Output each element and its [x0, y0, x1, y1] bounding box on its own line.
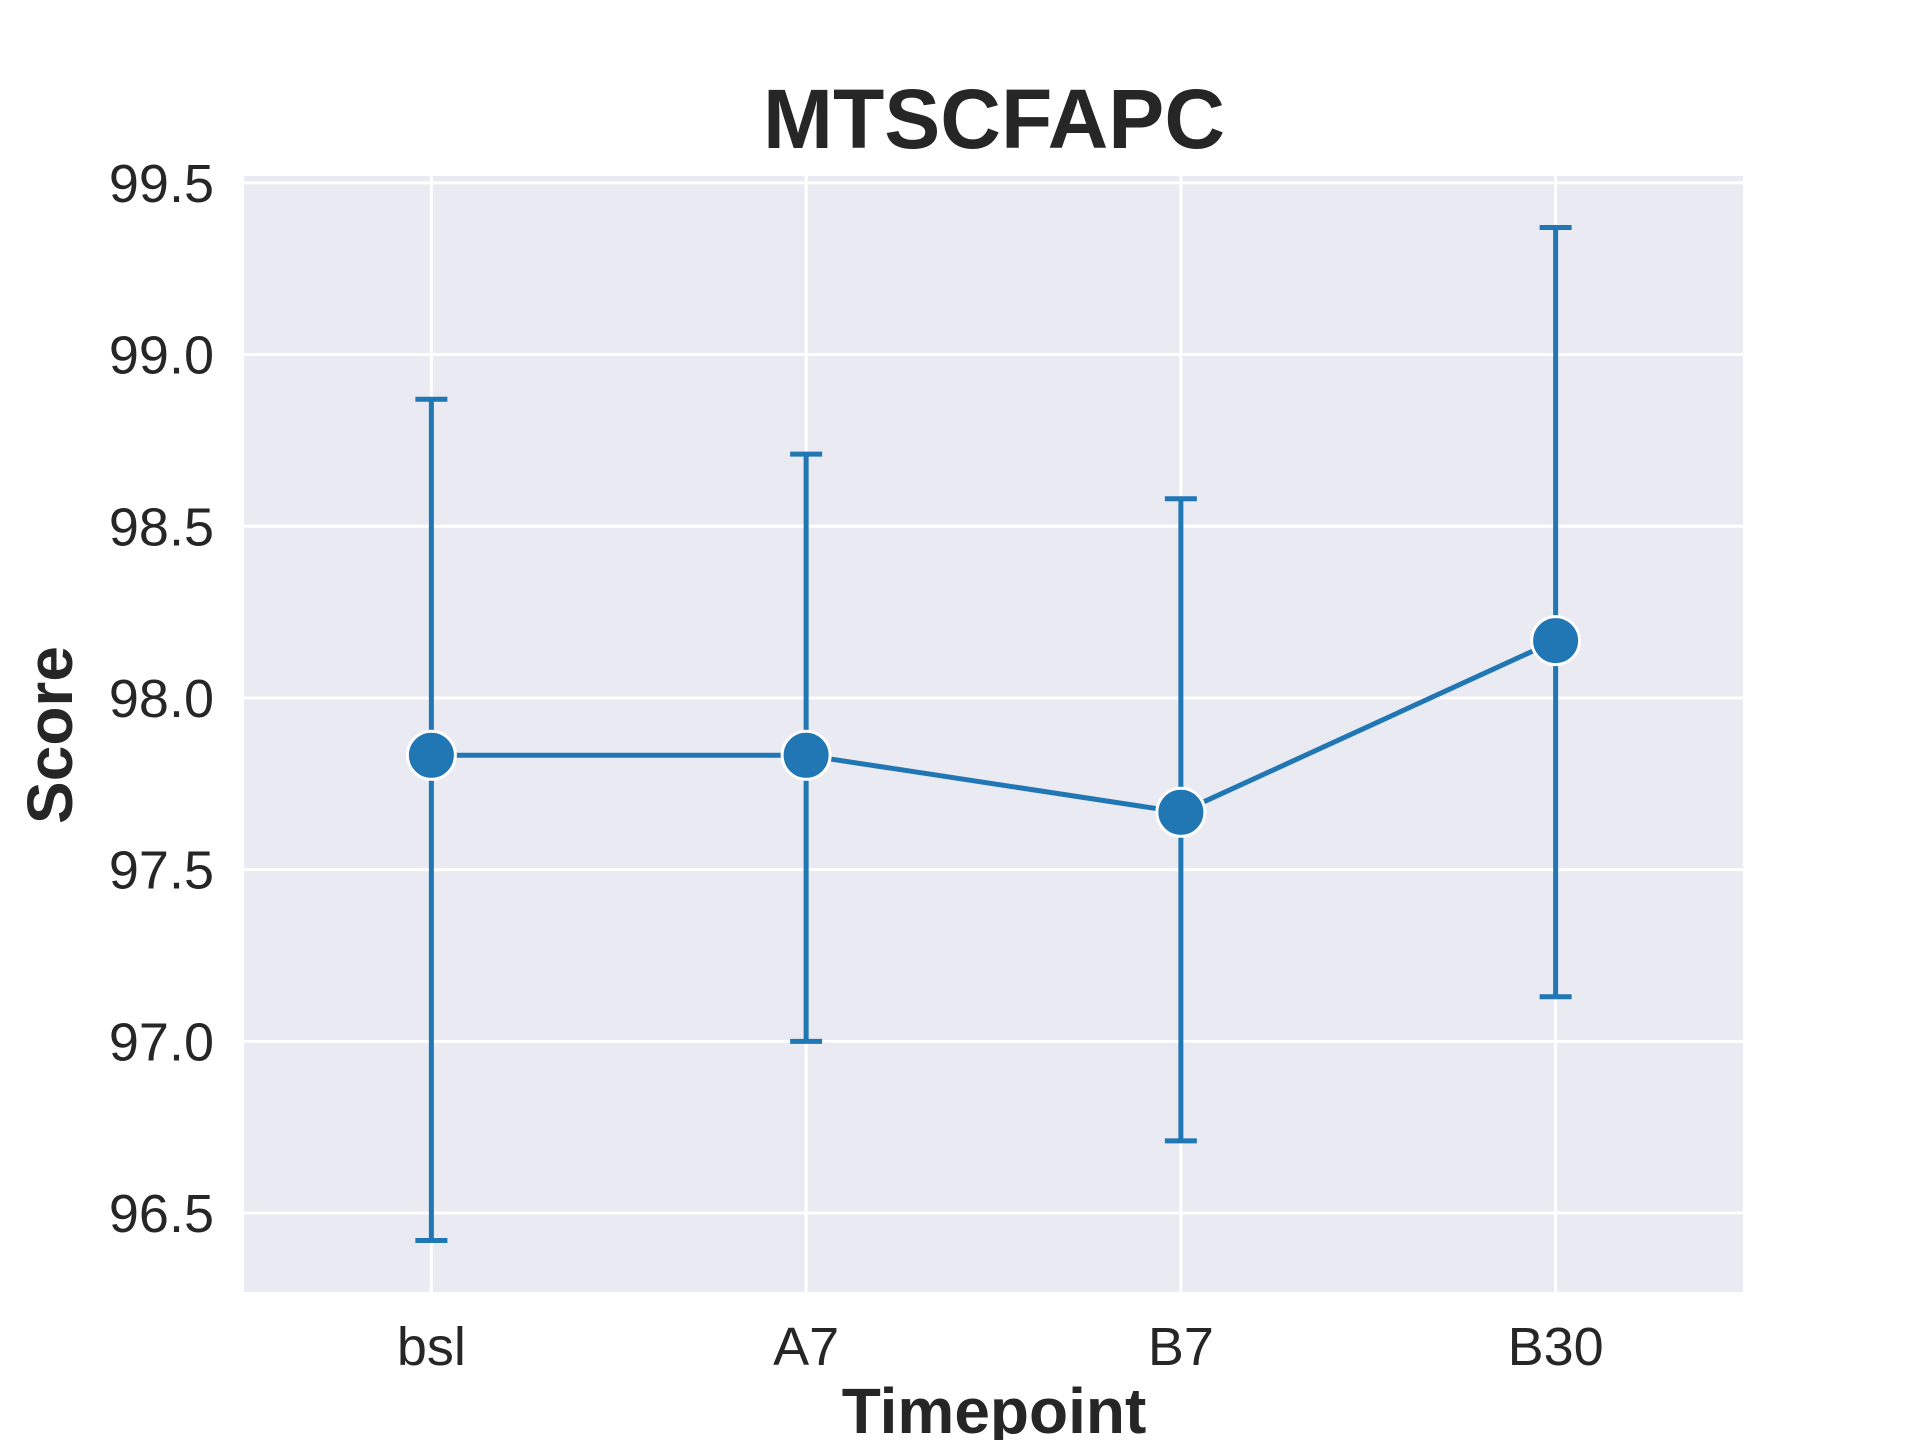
plot-area	[244, 176, 1743, 1292]
y-tick-label: 98.5	[109, 497, 214, 557]
y-axis-label: Score	[14, 646, 86, 824]
series-line-group	[431, 638, 1557, 815]
y-tick-label: 97.0	[109, 1012, 214, 1072]
y-tick-label: 96.5	[109, 1184, 214, 1244]
y-tick-label: 98.0	[109, 669, 214, 729]
data-point	[780, 729, 832, 781]
data-point	[1155, 786, 1207, 838]
x-tick-label: A7	[773, 1317, 839, 1377]
x-tick-label: bsl	[397, 1317, 466, 1377]
x-axis-label: Timepoint	[842, 1375, 1147, 1440]
data-point	[405, 729, 457, 781]
y-tick-label: 99.0	[109, 326, 214, 386]
error-bar	[415, 396, 448, 1243]
data-points	[405, 615, 1582, 838]
error-bar	[1539, 225, 1572, 1000]
y-tick-label: 97.5	[109, 841, 214, 901]
chart-title: MTSCFAPC	[763, 72, 1225, 166]
series-line	[431, 638, 1557, 815]
y-tick-label: 99.5	[109, 154, 214, 214]
x-tick-label: B7	[1148, 1317, 1214, 1377]
y-tick-labels: 96.5 97.0 97.5 98.0 98.5 99.0 99.5	[109, 154, 214, 1244]
data-point	[1530, 615, 1582, 667]
x-tick-labels: bsl A7 B7 B30	[397, 1317, 1604, 1377]
x-tick-label: B30	[1508, 1317, 1604, 1377]
